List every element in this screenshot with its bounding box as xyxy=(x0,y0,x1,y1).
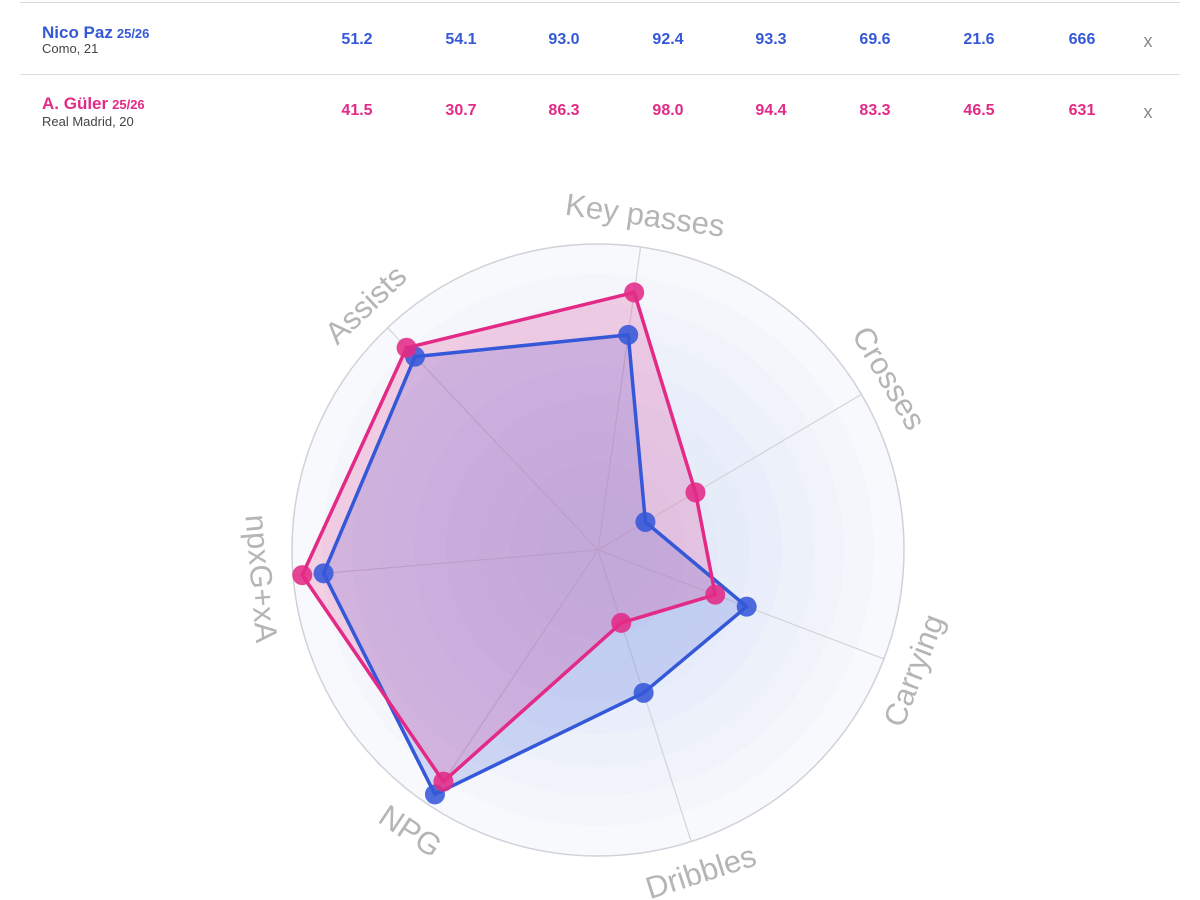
table-top-divider xyxy=(20,2,1180,3)
season-label: 25/26 xyxy=(112,97,145,112)
radar-spoke xyxy=(427,549,599,805)
remove-player-button[interactable]: x xyxy=(1143,102,1153,122)
stat-value: 98.0 xyxy=(652,102,684,119)
season-label: 25/26 xyxy=(116,26,150,41)
radar-spoke xyxy=(293,549,599,577)
stat-value: 69.6 xyxy=(859,31,891,48)
stat-value: 86.3 xyxy=(548,102,580,119)
stat-value: 631 xyxy=(1068,102,1096,119)
data-point xyxy=(633,682,654,703)
data-point xyxy=(433,771,454,792)
player-row-a-guler: A. Güler 25/26 Real Madrid, 20 41.5 30.7 … xyxy=(0,75,1200,147)
stat-value: 54.1 xyxy=(445,31,477,48)
stat-value: 94.4 xyxy=(755,102,787,119)
data-point xyxy=(396,337,417,358)
data-point xyxy=(292,565,313,586)
axis-label: Key passes xyxy=(563,187,727,244)
row-divider xyxy=(20,74,1180,75)
series-line xyxy=(321,333,749,797)
data-point xyxy=(635,511,656,532)
stat-value: 93.3 xyxy=(755,31,787,48)
data-point xyxy=(736,596,757,617)
data-point xyxy=(624,282,645,303)
data-point xyxy=(313,563,334,584)
series-line xyxy=(300,290,717,784)
player-name[interactable]: Nico Paz 25/26 xyxy=(42,23,149,43)
radar-spoke xyxy=(387,327,599,551)
stat-value: 21.6 xyxy=(963,31,995,48)
stat-value: 666 xyxy=(1068,31,1096,48)
stat-value: 41.5 xyxy=(341,102,373,119)
series-area xyxy=(323,334,747,795)
stat-value: 92.4 xyxy=(652,31,684,48)
stat-value: 83.3 xyxy=(859,102,891,119)
remove-player-button[interactable]: x xyxy=(1143,31,1153,51)
stat-value: 51.2 xyxy=(341,31,373,48)
data-point xyxy=(685,482,706,503)
series-area xyxy=(302,292,716,782)
player-team-age: Como, 21 xyxy=(42,41,99,56)
radar-outer-circle xyxy=(291,243,905,857)
data-point xyxy=(618,324,639,345)
player-name-text: A. Güler xyxy=(42,94,109,113)
data-point xyxy=(611,612,632,633)
player-team-age: Real Madrid, 20 xyxy=(42,114,134,129)
data-point xyxy=(705,584,726,605)
player-row-nico-paz: Nico Paz 25/26 Como, 21 51.2 54.1 93.0 92… xyxy=(0,3,1200,75)
player-name[interactable]: A. Güler 25/26 xyxy=(42,94,145,114)
stat-value: 30.7 xyxy=(445,102,477,119)
axis-label: npxG+xA xyxy=(238,513,284,644)
stat-value: 46.5 xyxy=(963,102,995,119)
stat-value: 93.0 xyxy=(548,31,580,48)
player-name-text: Nico Paz xyxy=(42,23,113,42)
